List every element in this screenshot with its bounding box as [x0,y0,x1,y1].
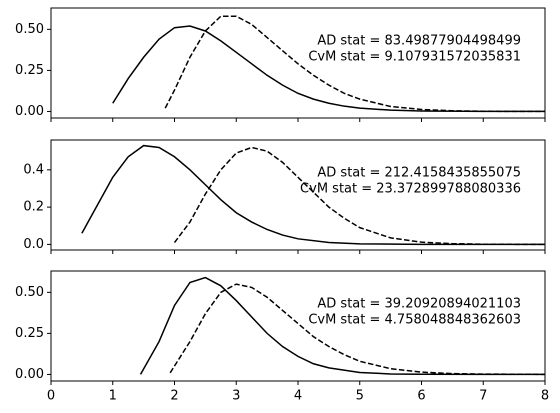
annotation: AD stat = 39.20920894021103 [317,297,521,312]
x-tick-label: 5 [356,389,364,404]
y-tick-label: 0.00 [15,367,44,382]
x-tick-label: 3 [232,389,240,404]
x-tick-label: 0 [47,389,55,404]
line-series [173,146,546,246]
line-series [112,25,546,113]
x-tick-label: 2 [170,389,178,404]
line-series [164,15,546,113]
plot-frame [50,139,546,251]
line-series [81,144,546,246]
x-tick-label: 6 [417,389,425,404]
annotation: CvM stat = 4.758048848362603 [308,313,521,328]
line-series [139,276,545,376]
annotation: CvM stat = 23.372899788080336 [300,182,521,197]
y-tick-label: 0.50 [15,22,44,37]
x-tick-label: 1 [109,389,117,404]
y-tick-label: 0.00 [15,104,44,119]
x-tick-label: 8 [541,389,549,404]
y-tick-label: 0.25 [15,63,44,78]
plot-frame [50,270,546,382]
y-tick-label: 0.50 [15,285,44,300]
y-tick-label: 0.2 [23,200,44,215]
plot-frame [50,7,546,119]
y-tick-label: 0.25 [15,326,44,341]
line-series [169,283,546,376]
y-tick-label: 0.4 [23,162,44,177]
y-tick-label: 0.0 [23,237,44,252]
annotation: AD stat = 212.4158435855075 [317,166,521,181]
annotation: CvM stat = 9.107931572035831 [308,50,521,65]
x-tick-label: 7 [479,389,487,404]
annotation: AD stat = 83.49877904498499 [317,34,521,49]
x-tick-label: 4 [294,389,302,404]
